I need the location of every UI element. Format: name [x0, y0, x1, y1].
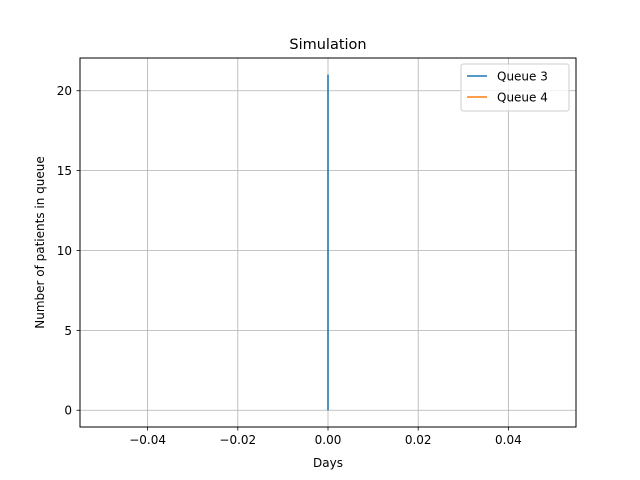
legend-label: Queue 4: [497, 91, 548, 105]
ticks: −0.04 −0.02 0.00 0.02 0.04 0 5 10 15 20: [57, 84, 522, 447]
legend-box: [460, 63, 570, 112]
x-tick-label: −0.04: [129, 433, 166, 447]
x-tick-label: −0.02: [219, 433, 256, 447]
y-tick-label: 5: [64, 324, 72, 338]
legend: Queue 3 Queue 4: [460, 63, 570, 112]
y-tick-label: 10: [57, 244, 72, 258]
y-tick-label: 15: [57, 164, 72, 178]
x-tick-label: 0.02: [405, 433, 432, 447]
chart-title: Simulation: [289, 37, 366, 53]
y-tick-label: 20: [57, 84, 72, 98]
x-tick-label: 0.04: [495, 433, 522, 447]
y-axis-label: Number of patients in queue: [33, 156, 47, 329]
legend-label: Queue 3: [497, 70, 548, 84]
x-axis-label: Days: [313, 456, 343, 470]
x-tick-label: 0.00: [315, 433, 342, 447]
y-tick-label: 0: [64, 404, 72, 418]
